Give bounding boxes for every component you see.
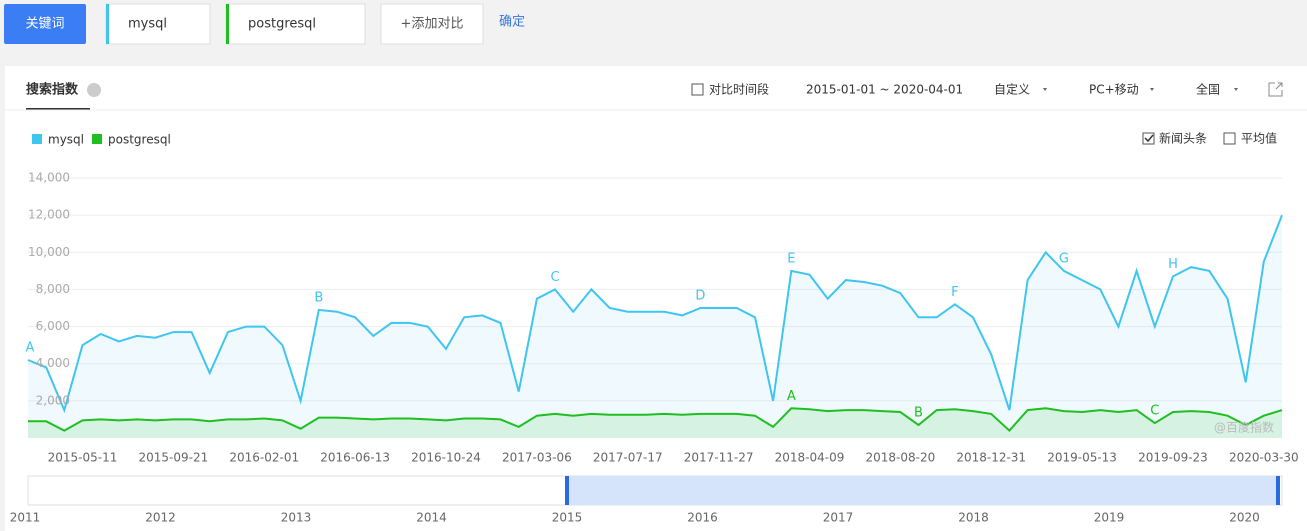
x-tick-label: 2015-09-21 [139, 451, 209, 465]
annotation: C [551, 270, 560, 285]
x-tick-label: 2019-09-23 [1138, 451, 1208, 465]
keyword-button[interactable] [4, 4, 86, 44]
card [5, 66, 1307, 531]
keyword-color [106, 4, 109, 44]
tab-underline [26, 108, 90, 110]
annotation: B [914, 406, 923, 421]
x-tick-label: 2017-07-17 [593, 451, 663, 465]
y-tick-label: 6,000 [36, 319, 70, 333]
navigator-label: 2012 [145, 511, 176, 525]
checkbox[interactable] [1223, 132, 1236, 145]
news-toggle[interactable]: 新闻头条 [1159, 131, 1207, 146]
region-select[interactable]: 全国 [1196, 82, 1220, 97]
x-tick-label: 2016-02-01 [229, 451, 299, 465]
navigator-label: 2020 [1229, 511, 1260, 525]
average-toggle[interactable]: 平均值 [1241, 131, 1277, 146]
y-tick-label: 12,000 [28, 208, 70, 222]
y-tick-label: 10,000 [28, 245, 70, 259]
x-tick-label: 2020-03-30 [1229, 451, 1299, 465]
x-tick-label: 2019-05-13 [1047, 451, 1117, 465]
annotation: E [787, 251, 795, 266]
watermark: @百度指数 [1214, 420, 1274, 435]
x-tick-label: 2016-06-13 [320, 451, 390, 465]
caret [1150, 88, 1154, 91]
keyword-button-text[interactable]: 关键词 [25, 17, 64, 32]
navigator-label: 2019 [1094, 511, 1125, 525]
date-range[interactable]: 2015-01-01 ~ 2020-04-01 [806, 83, 963, 97]
navigator-label: 2014 [416, 511, 447, 525]
annotation: G [1059, 251, 1069, 266]
legend-label: postgresql [108, 133, 171, 147]
annotation: B [314, 290, 323, 305]
x-tick-label: 2018-08-20 [865, 451, 935, 465]
confirm-link[interactable]: 确定 [499, 15, 525, 30]
x-tick-label: 2017-11-27 [684, 451, 754, 465]
help-icon[interactable] [87, 83, 101, 97]
legend-swatch [92, 134, 102, 144]
caret [1043, 88, 1047, 91]
keyword-input[interactable] [105, 3, 211, 45]
legend-swatch [32, 134, 42, 144]
annotation: F [951, 285, 958, 300]
area [28, 408, 1282, 438]
navigator-label: 2011 [10, 511, 41, 525]
export-icon[interactable] [1268, 82, 1283, 97]
navigator-label: 2013 [281, 511, 312, 525]
annotation: H [1168, 257, 1178, 272]
x-tick-label: 2017-03-06 [502, 451, 572, 465]
checkbox[interactable] [1142, 132, 1155, 145]
tab[interactable]: 搜索指数 [26, 82, 79, 98]
annotation: C [1150, 404, 1159, 419]
x-tick-label: 2016-10-24 [411, 451, 481, 465]
navigator-selection[interactable] [567, 476, 1278, 505]
navigator-label: 2017 [823, 511, 854, 525]
x-tick-label: 2018-12-31 [956, 451, 1026, 465]
navigator-label: 2018 [958, 511, 989, 525]
y-tick-label: 2,000 [36, 393, 70, 407]
navigator-handle[interactable] [565, 476, 569, 505]
y-tick-label: 8,000 [36, 282, 70, 296]
navigator-label: 2015 [552, 511, 583, 525]
device-select[interactable]: PC+移动 [1089, 83, 1139, 97]
line [27, 214, 1283, 414]
add-compare-button[interactable] [380, 3, 484, 45]
area [28, 215, 1282, 438]
check-mark [1144, 134, 1154, 143]
annotation: A [787, 389, 796, 404]
y-tick-label: 4,000 [36, 356, 70, 370]
x-tick-label: 2018-04-09 [775, 451, 845, 465]
keyword-text[interactable]: postgresql [248, 17, 316, 32]
navigator-handle[interactable] [1276, 476, 1280, 505]
x-tick-label: 2015-05-11 [48, 451, 118, 465]
y-tick-label: 14,000 [28, 171, 70, 185]
compare-period[interactable]: 对比时间段 [709, 82, 769, 97]
line [28, 407, 1283, 433]
custom-select[interactable]: 自定义 [994, 82, 1030, 97]
checkbox[interactable] [691, 83, 704, 96]
keyword-text[interactable]: mysql [128, 17, 167, 32]
keyword-color [226, 4, 229, 44]
caret [1234, 88, 1238, 91]
annotation: D [695, 289, 705, 304]
legend-label: mysql [48, 133, 84, 147]
keyword-input[interactable] [225, 3, 366, 45]
annotation: A [26, 341, 35, 356]
navigator-label: 2016 [687, 511, 718, 525]
add-compare-text[interactable]: +添加对比 [401, 17, 464, 32]
